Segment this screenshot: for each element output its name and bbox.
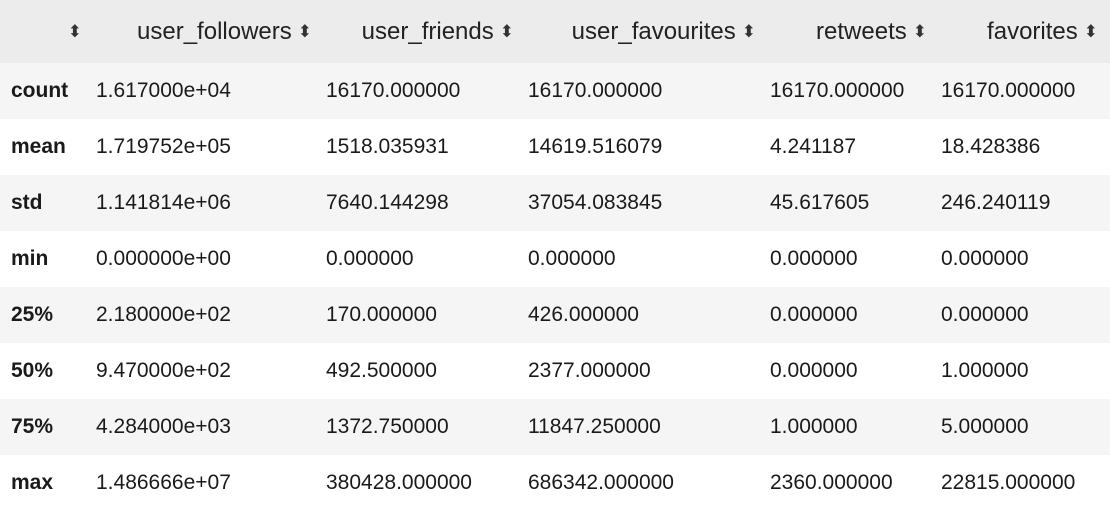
table-cell: 2360.000000 bbox=[770, 471, 893, 494]
table-row: 50% 9.470000e+02 492.500000 2377.000000 … bbox=[0, 343, 1110, 399]
table-body: count 1.617000e+04 16170.000000 16170.00… bbox=[0, 63, 1110, 511]
row-label: 25% bbox=[11, 303, 54, 326]
row-label: max bbox=[11, 471, 54, 494]
table-cell: 170.000000 bbox=[326, 303, 437, 326]
column-header-label: user_friends bbox=[361, 17, 494, 45]
table-cell: 16170.000000 bbox=[326, 79, 461, 102]
column-header-user-favourites[interactable]: user_favourites ⬍ bbox=[526, 0, 768, 63]
table-row: mean 1.719752e+05 1518.035931 14619.5160… bbox=[0, 119, 1110, 175]
column-header-label: favorites bbox=[987, 17, 1078, 45]
row-label: mean bbox=[11, 135, 66, 158]
table-cell: 1518.035931 bbox=[326, 135, 449, 158]
column-header-user-followers[interactable]: user_followers ⬍ bbox=[94, 0, 324, 63]
column-header-user-friends[interactable]: user_friends ⬍ bbox=[324, 0, 526, 63]
table-cell: 1.000000 bbox=[941, 359, 1029, 382]
table-cell: 0.000000 bbox=[770, 247, 858, 270]
row-label: count bbox=[11, 79, 69, 102]
table-cell: 14619.516079 bbox=[528, 135, 663, 158]
table-row: count 1.617000e+04 16170.000000 16170.00… bbox=[0, 63, 1110, 119]
table-cell: 4.241187 bbox=[770, 135, 857, 158]
sort-updown-icon[interactable]: ⬍ bbox=[499, 21, 514, 41]
table-cell: 1.617000e+04 bbox=[96, 79, 231, 102]
table-cell: 1.486666e+07 bbox=[96, 471, 231, 494]
table-row: max 1.486666e+07 380428.000000 686342.00… bbox=[0, 455, 1110, 511]
table-row: 75% 4.284000e+03 1372.750000 11847.25000… bbox=[0, 399, 1110, 455]
table-cell: 0.000000 bbox=[528, 247, 616, 270]
table-cell: 18.428386 bbox=[941, 135, 1041, 158]
table-header: ⬍ user_followers ⬍ user_friends ⬍ user_fav… bbox=[0, 0, 1110, 63]
table-cell: 11847.250000 bbox=[528, 415, 661, 438]
sort-updown-icon[interactable]: ⬍ bbox=[1083, 21, 1098, 41]
table-row: min 0.000000e+00 0.000000 0.000000 0.000… bbox=[0, 231, 1110, 287]
table-cell: 22815.000000 bbox=[941, 471, 1076, 494]
table-row: 25% 2.180000e+02 170.000000 426.000000 0… bbox=[0, 287, 1110, 343]
sort-updown-icon[interactable]: ⬍ bbox=[297, 21, 312, 41]
table-cell: 16170.000000 bbox=[770, 79, 905, 102]
table-cell: 37054.083845 bbox=[528, 191, 663, 214]
table-cell: 0.000000 bbox=[770, 359, 858, 382]
table-cell: 2377.000000 bbox=[528, 359, 651, 382]
table-cell: 7640.144298 bbox=[326, 191, 449, 214]
table-cell: 0.000000 bbox=[941, 303, 1029, 326]
column-header-label: user_favourites bbox=[571, 17, 736, 45]
column-header-favorites[interactable]: favorites ⬍ bbox=[939, 0, 1110, 63]
table-cell: 686342.000000 bbox=[528, 471, 674, 494]
sort-updown-icon[interactable]: ⬍ bbox=[67, 21, 82, 41]
table-cell: 380428.000000 bbox=[326, 471, 472, 494]
table-cell: 492.500000 bbox=[326, 359, 437, 382]
table-cell: 1372.750000 bbox=[326, 415, 449, 438]
header-row: ⬍ user_followers ⬍ user_friends ⬍ user_fav… bbox=[0, 0, 1110, 63]
table-cell: 246.240119 bbox=[941, 191, 1051, 214]
row-label: 50% bbox=[11, 359, 54, 382]
table-cell: 426.000000 bbox=[528, 303, 639, 326]
table-row: std 1.141814e+06 7640.144298 37054.08384… bbox=[0, 175, 1110, 231]
row-label: std bbox=[11, 191, 43, 214]
table-cell: 0.000000 bbox=[326, 247, 414, 270]
table-cell: 0.000000e+00 bbox=[96, 247, 231, 270]
table-cell: 0.000000 bbox=[941, 247, 1029, 270]
column-header-label: retweets bbox=[816, 17, 907, 45]
table-cell: 16170.000000 bbox=[941, 79, 1076, 102]
table-cell: 2.180000e+02 bbox=[96, 303, 231, 326]
table-cell: 16170.000000 bbox=[528, 79, 663, 102]
table-cell: 45.617605 bbox=[770, 191, 870, 214]
index-sort-header[interactable]: ⬍ bbox=[0, 0, 94, 63]
column-header-retweets[interactable]: retweets ⬍ bbox=[768, 0, 939, 63]
sort-updown-icon[interactable]: ⬍ bbox=[741, 21, 756, 41]
table-cell: 9.470000e+02 bbox=[96, 359, 231, 382]
table-cell: 5.000000 bbox=[941, 415, 1029, 438]
sort-updown-icon[interactable]: ⬍ bbox=[912, 21, 927, 41]
table-cell: 1.000000 bbox=[770, 415, 858, 438]
table-cell: 0.000000 bbox=[770, 303, 858, 326]
row-label: 75% bbox=[11, 415, 54, 438]
table-cell: 4.284000e+03 bbox=[96, 415, 231, 438]
table-cell: 1.719752e+05 bbox=[96, 135, 231, 158]
column-header-label: user_followers bbox=[137, 17, 292, 45]
row-label: min bbox=[11, 247, 49, 270]
table-cell: 1.141814e+06 bbox=[96, 191, 231, 214]
